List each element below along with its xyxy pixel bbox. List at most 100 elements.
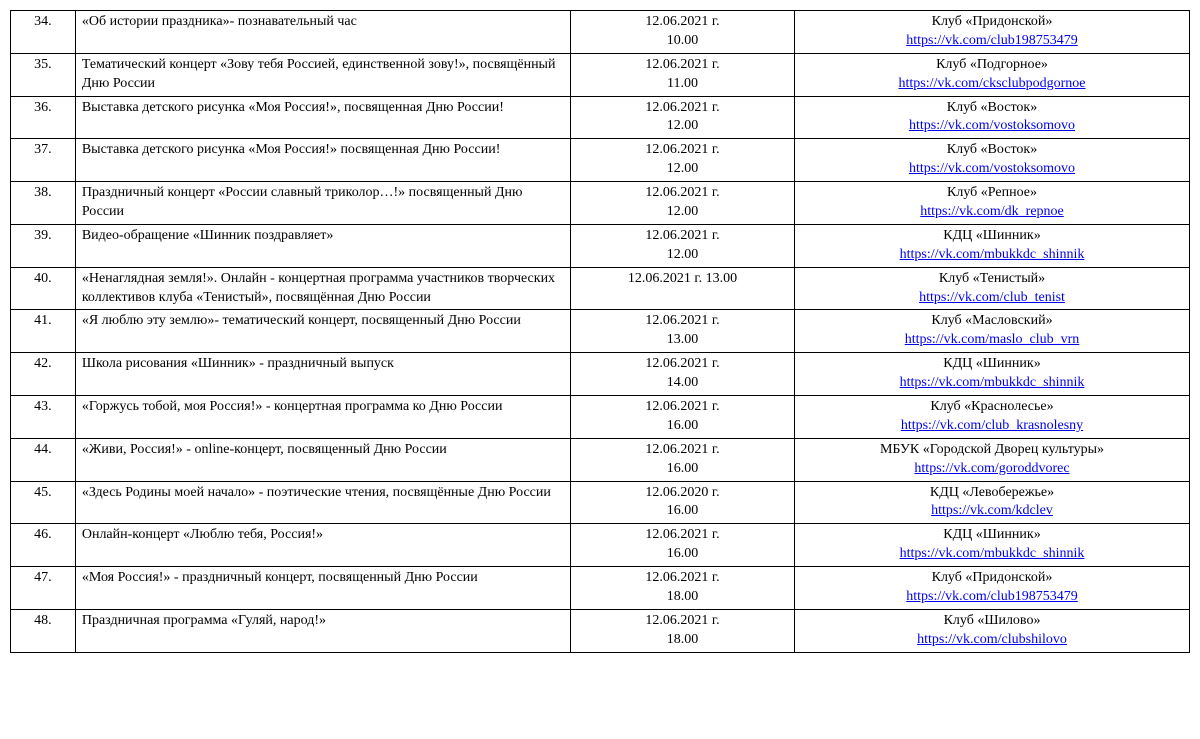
event-date: 12.06.2021 г.13.00 [571, 310, 795, 353]
event-description: Школа рисования «Шинник» - праздничный в… [75, 353, 570, 396]
venue-link[interactable]: https://vk.com/club198753479 [906, 33, 1078, 48]
venue-name: Клуб «Масловский» [801, 312, 1183, 331]
table-row: 45.«Здесь Родины моей начало» - поэтичес… [11, 481, 1190, 524]
venue-link[interactable]: https://vk.com/club198753479 [906, 589, 1078, 604]
event-date: 12.06.2021 г.16.00 [571, 438, 795, 481]
row-number: 40. [11, 267, 76, 310]
event-venue-cell: МБУК «Городской Дворец культуры»https://… [795, 438, 1190, 481]
row-number: 48. [11, 609, 76, 652]
table-row: 35.Тематический концерт «Зову тебя Росси… [11, 53, 1190, 96]
event-date: 12.06.2021 г. 13.00 [571, 267, 795, 310]
event-date: 12.06.2021 г.11.00 [571, 53, 795, 96]
venue-link[interactable]: https://vk.com/vostoksomovo [909, 118, 1075, 133]
table-row: 42.Школа рисования «Шинник» - праздничны… [11, 353, 1190, 396]
venue-link[interactable]: https://vk.com/cksclubpodgornoe [898, 76, 1085, 91]
event-date: 12.06.2021 г.10.00 [571, 11, 795, 54]
row-number: 35. [11, 53, 76, 96]
event-venue-cell: Клуб «Краснолесье»https://vk.com/club_kr… [795, 396, 1190, 439]
venue-link[interactable]: https://vk.com/kdclev [931, 503, 1053, 518]
event-venue-cell: Клуб «Тенистый»https://vk.com/club_tenis… [795, 267, 1190, 310]
venue-name: Клуб «Репное» [801, 184, 1183, 203]
event-description: Выставка детского рисунка «Моя Россия!»,… [75, 96, 570, 139]
venue-link[interactable]: https://vk.com/club_tenist [919, 290, 1065, 305]
event-description: Праздничный концерт «России славный трик… [75, 182, 570, 225]
event-date: 12.06.2021 г.18.00 [571, 609, 795, 652]
venue-link[interactable]: https://vk.com/dk_repnoe [920, 204, 1063, 219]
venue-name: КДЦ «Левобережье» [801, 484, 1183, 503]
event-date: 12.06.2021 г.16.00 [571, 396, 795, 439]
venue-name: Клуб «Придонской» [801, 569, 1183, 588]
venue-link[interactable]: https://vk.com/mbukkdc_shinnik [900, 546, 1085, 561]
venue-name: Клуб «Придонской» [801, 13, 1183, 32]
row-number: 47. [11, 567, 76, 610]
table-row: 43.«Горжусь тобой, моя Россия!» - концер… [11, 396, 1190, 439]
table-row: 41.«Я люблю эту землю»- тематический кон… [11, 310, 1190, 353]
table-row: 40.«Ненаглядная земля!». Онлайн - концер… [11, 267, 1190, 310]
event-venue-cell: Клуб «Шилово»https://vk.com/clubshilovo [795, 609, 1190, 652]
venue-link[interactable]: https://vk.com/vostoksomovo [909, 161, 1075, 176]
event-description: Видео-обращение «Шинник поздравляет» [75, 224, 570, 267]
venue-name: МБУК «Городской Дворец культуры» [801, 441, 1183, 460]
event-date: 12.06.2021 г.12.00 [571, 96, 795, 139]
venue-link[interactable]: https://vk.com/mbukkdc_shinnik [900, 375, 1085, 390]
table-row: 48.Праздничная программа «Гуляй, народ!»… [11, 609, 1190, 652]
event-venue-cell: КДЦ «Шинник»https://vk.com/mbukkdc_shinn… [795, 224, 1190, 267]
venue-link[interactable]: https://vk.com/goroddvorec [914, 461, 1069, 476]
event-description: «Я люблю эту землю»- тематический концер… [75, 310, 570, 353]
venue-link[interactable]: https://vk.com/mbukkdc_shinnik [900, 247, 1085, 262]
row-number: 42. [11, 353, 76, 396]
event-description: Праздничная программа «Гуляй, народ!» [75, 609, 570, 652]
event-venue-cell: Клуб «Восток»https://vk.com/vostoksomovo [795, 96, 1190, 139]
venue-link[interactable]: https://vk.com/clubshilovo [917, 632, 1067, 647]
row-number: 37. [11, 139, 76, 182]
venue-name: Клуб «Подгорное» [801, 56, 1183, 75]
event-date: 12.06.2021 г.12.00 [571, 182, 795, 225]
event-description: «Живи, Россия!» - online-концерт, посвящ… [75, 438, 570, 481]
event-date: 12.06.2021 г.12.00 [571, 224, 795, 267]
event-venue-cell: КДЦ «Шинник»https://vk.com/mbukkdc_shinn… [795, 524, 1190, 567]
venue-name: Клуб «Шилово» [801, 612, 1183, 631]
venue-name: Клуб «Восток» [801, 141, 1183, 160]
row-number: 36. [11, 96, 76, 139]
event-description: «Горжусь тобой, моя Россия!» - концертна… [75, 396, 570, 439]
event-description: «Об истории праздника»- познавательный ч… [75, 11, 570, 54]
event-description: Выставка детского рисунка «Моя Россия!» … [75, 139, 570, 182]
table-row: 46.Онлайн-концерт «Люблю тебя, Россия!»1… [11, 524, 1190, 567]
row-number: 39. [11, 224, 76, 267]
event-date: 12.06.2021 г.18.00 [571, 567, 795, 610]
event-venue-cell: Клуб «Подгорное»https://vk.com/cksclubpo… [795, 53, 1190, 96]
row-number: 34. [11, 11, 76, 54]
venue-name: Клуб «Тенистый» [801, 270, 1183, 289]
table-row: 39.Видео-обращение «Шинник поздравляет»1… [11, 224, 1190, 267]
events-table: 34.«Об истории праздника»- познавательны… [10, 10, 1190, 653]
venue-name: Клуб «Восток» [801, 99, 1183, 118]
event-description: «Ненаглядная земля!». Онлайн - концертна… [75, 267, 570, 310]
table-row: 38.Праздничный концерт «России славный т… [11, 182, 1190, 225]
event-date: 12.06.2021 г.14.00 [571, 353, 795, 396]
venue-name: КДЦ «Шинник» [801, 355, 1183, 374]
row-number: 44. [11, 438, 76, 481]
table-row: 44.«Живи, Россия!» - online-концерт, пос… [11, 438, 1190, 481]
venue-link[interactable]: https://vk.com/maslo_club_vrn [905, 332, 1080, 347]
venue-link[interactable]: https://vk.com/club_krasnolesny [901, 418, 1083, 433]
table-row: 36.Выставка детского рисунка «Моя Россия… [11, 96, 1190, 139]
event-date: 12.06.2021 г.16.00 [571, 524, 795, 567]
event-date: 12.06.2020 г.16.00 [571, 481, 795, 524]
event-venue-cell: Клуб «Масловский»https://vk.com/maslo_cl… [795, 310, 1190, 353]
row-number: 45. [11, 481, 76, 524]
event-date: 12.06.2021 г.12.00 [571, 139, 795, 182]
event-description: Тематический концерт «Зову тебя Россией,… [75, 53, 570, 96]
event-description: «Моя Россия!» - праздничный концерт, пос… [75, 567, 570, 610]
event-venue-cell: Клуб «Придонской»https://vk.com/club1987… [795, 11, 1190, 54]
event-description: Онлайн-концерт «Люблю тебя, Россия!» [75, 524, 570, 567]
venue-name: КДЦ «Шинник» [801, 227, 1183, 246]
venue-name: Клуб «Краснолесье» [801, 398, 1183, 417]
row-number: 46. [11, 524, 76, 567]
event-venue-cell: Клуб «Репное»https://vk.com/dk_repnoe [795, 182, 1190, 225]
table-row: 34.«Об истории праздника»- познавательны… [11, 11, 1190, 54]
row-number: 41. [11, 310, 76, 353]
event-venue-cell: Клуб «Придонской»https://vk.com/club1987… [795, 567, 1190, 610]
table-row: 47.«Моя Россия!» - праздничный концерт, … [11, 567, 1190, 610]
event-venue-cell: КДЦ «Левобережье»https://vk.com/kdclev [795, 481, 1190, 524]
row-number: 38. [11, 182, 76, 225]
